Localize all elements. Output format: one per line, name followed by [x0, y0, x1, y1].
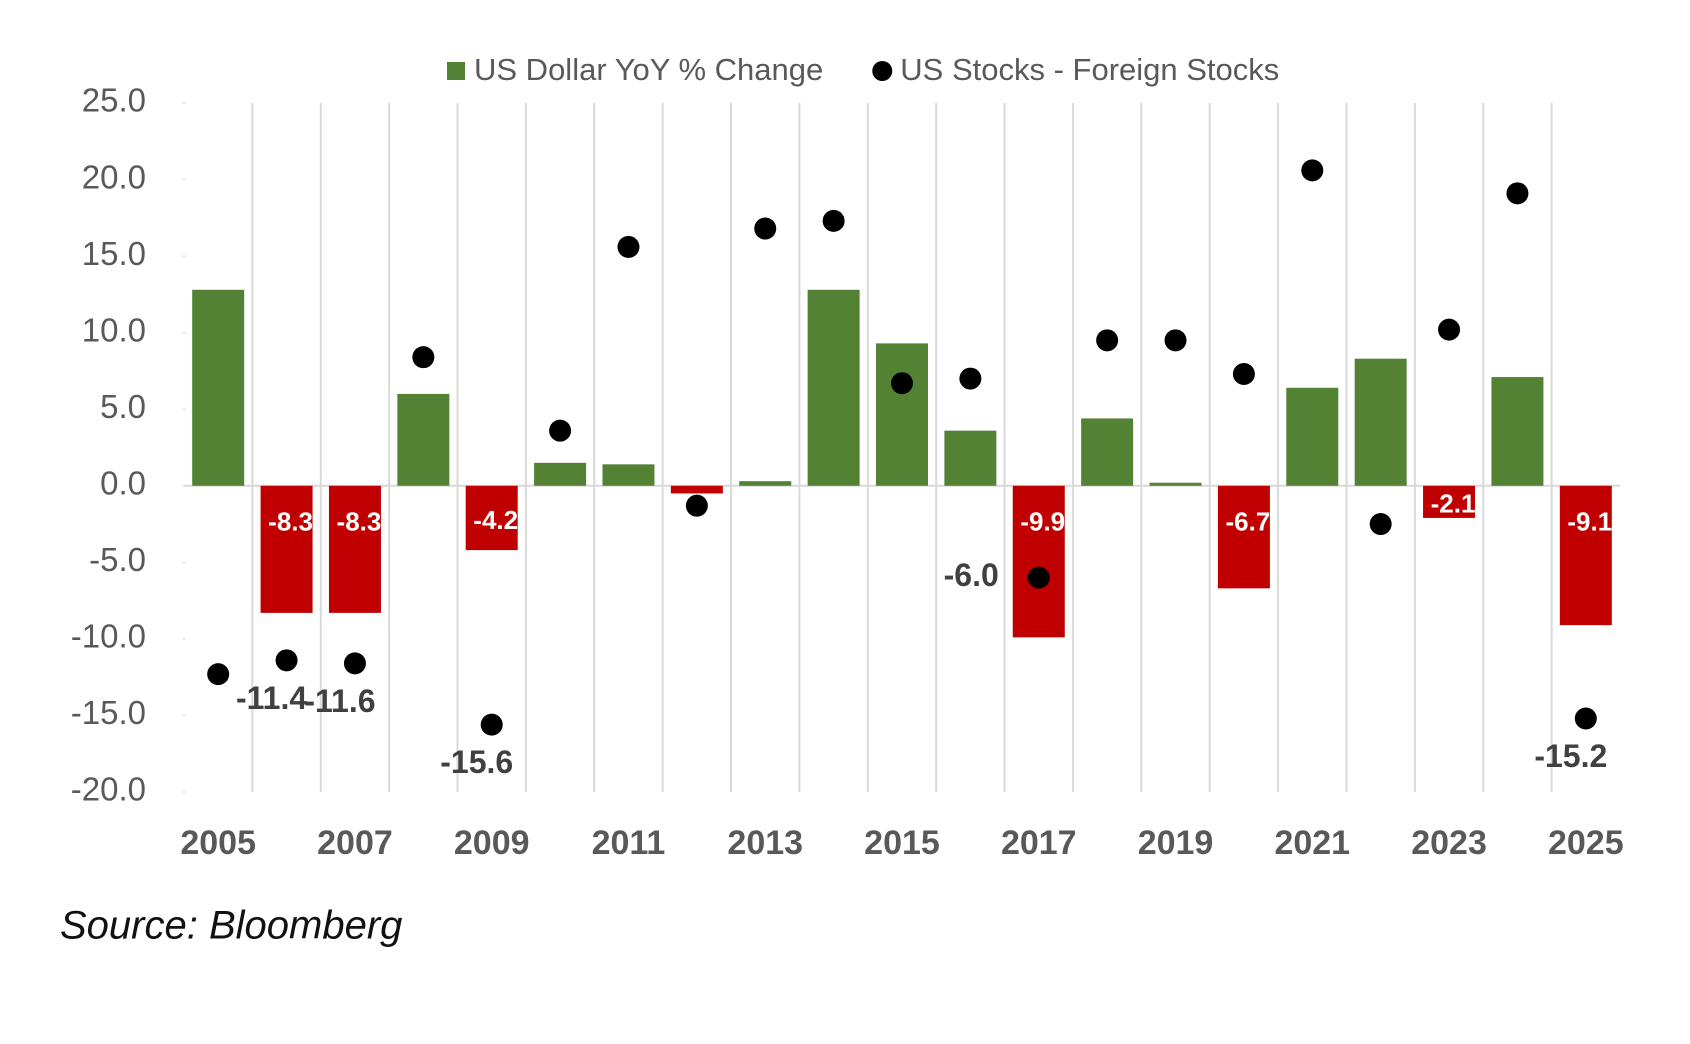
dot — [1506, 182, 1529, 205]
source: Source: Bloomberg — [60, 904, 402, 948]
dot — [822, 209, 845, 232]
bar-value-label: -9.1 — [1567, 507, 1612, 537]
bar-value-label: -8.3 — [337, 507, 382, 537]
bar — [1149, 482, 1202, 486]
bar-value-label: -8.3 — [268, 507, 313, 537]
x-tick-label: 2015 — [864, 824, 940, 862]
dot — [1096, 329, 1119, 352]
y-tick-label: 5.0 — [100, 388, 146, 425]
dot — [617, 235, 640, 258]
y-tick-label: -15.0 — [71, 694, 146, 731]
y-tick-label: -10.0 — [71, 618, 146, 655]
dot-value-label: -6.0 — [944, 557, 999, 593]
bar — [1423, 485, 1476, 518]
dot — [549, 419, 572, 442]
dot — [207, 663, 230, 686]
bar — [192, 289, 245, 486]
dot — [1232, 363, 1255, 386]
bar — [1217, 485, 1270, 589]
dot — [343, 652, 366, 675]
bar-value-label: -6.7 — [1225, 507, 1270, 537]
dot — [685, 494, 708, 517]
bar — [397, 393, 450, 486]
bar — [534, 462, 587, 486]
x-tick-label: 2021 — [1274, 824, 1350, 862]
legend-label: US Dollar YoY % Change — [474, 52, 823, 87]
y-tick-label: -5.0 — [89, 541, 146, 578]
x-tick-label: 2011 — [592, 824, 666, 862]
dot — [959, 367, 982, 390]
dot-value-label: -15.6 — [440, 744, 513, 780]
bar-value-label: -4.2 — [473, 505, 518, 535]
dot — [275, 649, 298, 672]
bar — [1081, 418, 1134, 486]
x-tick-label: 2023 — [1411, 824, 1487, 862]
bar — [670, 485, 723, 494]
bar — [1354, 358, 1407, 486]
dot — [1438, 318, 1461, 341]
y-tick-label: 20.0 — [82, 158, 146, 195]
x-tick-label: 2025 — [1548, 824, 1624, 862]
bar — [465, 485, 518, 551]
y-tick-label: 15.0 — [82, 235, 146, 272]
x-tick-label: 2019 — [1138, 824, 1214, 862]
y-tick-label: 25.0 — [82, 82, 146, 119]
dot — [1164, 329, 1187, 352]
bar-value-label: -9.9 — [1020, 507, 1065, 537]
x-tick-label: 2009 — [454, 824, 530, 862]
bar — [602, 464, 655, 486]
dot-value-label: -11.4 — [236, 680, 307, 716]
dot-value-label: -11.6 — [304, 683, 375, 719]
dot — [1301, 159, 1324, 182]
bar — [328, 485, 381, 613]
dot — [891, 372, 913, 395]
y-tick-label: -20.0 — [71, 771, 146, 808]
x-tick-label: 2017 — [1001, 824, 1077, 862]
x-tick-label: 2005 — [180, 824, 256, 862]
dot — [412, 346, 435, 369]
x-tick-label: 2007 — [317, 824, 393, 862]
bar — [260, 485, 313, 613]
bar — [944, 430, 997, 486]
dot-value-label: -15.2 — [1534, 738, 1607, 774]
bar — [1012, 485, 1065, 638]
legend-label: US Stocks - Foreign Stocks — [900, 52, 1279, 87]
dot — [1574, 707, 1597, 730]
bar — [1491, 377, 1544, 486]
bar — [739, 481, 792, 486]
dot — [1027, 566, 1050, 589]
dot — [1369, 513, 1392, 536]
bar — [807, 289, 860, 486]
bar-value-label: -2.1 — [1431, 489, 1476, 519]
bar — [1286, 387, 1339, 486]
dot — [480, 713, 503, 736]
dot — [754, 217, 777, 240]
bar — [1559, 485, 1612, 626]
legend-swatch — [447, 62, 465, 80]
legend-swatch — [872, 61, 893, 81]
y-tick-label: 0.0 — [100, 464, 146, 501]
x-tick-label: 2013 — [727, 824, 803, 862]
bar — [876, 343, 928, 486]
y-tick-label: 10.0 — [82, 311, 146, 348]
